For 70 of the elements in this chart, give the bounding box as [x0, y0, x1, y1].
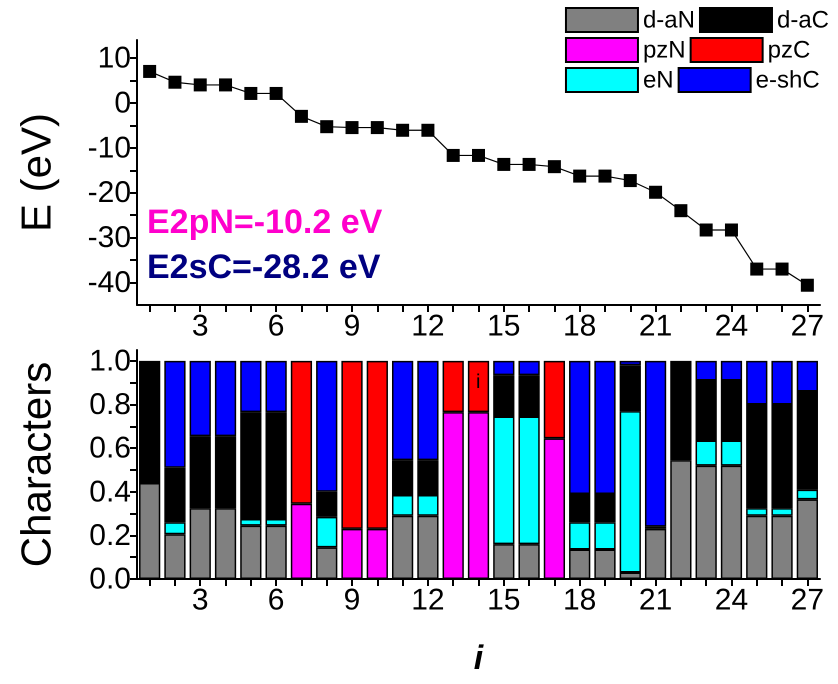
- point: [776, 262, 789, 276]
- point: [573, 170, 586, 183]
- y-tick-label: -10: [88, 131, 131, 164]
- legend-label: eN: [642, 66, 674, 94]
- x-tick-label: 18: [563, 584, 596, 616]
- point: [598, 170, 612, 183]
- x-axis-title: i: [474, 639, 485, 677]
- y-tick-label: -40: [88, 266, 131, 300]
- point: [194, 78, 207, 92]
- x-tick-label: 12: [411, 584, 445, 616]
- point: [270, 86, 283, 100]
- legend-label: pzC: [768, 36, 810, 64]
- x-tick-label: 6: [268, 310, 284, 342]
- y-tick-label: 1.0: [89, 344, 131, 378]
- y-tick-label: 0.0: [89, 562, 131, 596]
- point: [421, 124, 434, 137]
- y-tick-label: -20: [88, 176, 131, 210]
- y-tick-label: 0.2: [89, 518, 131, 552]
- point: [800, 278, 814, 292]
- point: [700, 223, 713, 236]
- point: [497, 158, 510, 171]
- y-tick-label: 10: [98, 41, 131, 74]
- point: [320, 120, 334, 134]
- x-tick-label: 9: [344, 310, 360, 342]
- x-tick-label: 21: [638, 310, 672, 342]
- legend-label: e-shC: [756, 66, 820, 94]
- annotation: E2sC=-28.2 eV: [147, 248, 381, 286]
- x-tick-label: 24: [714, 310, 748, 342]
- legend-label: d-aN: [642, 6, 695, 34]
- x-tick-label: 3: [192, 310, 209, 342]
- y-tick-label: 0: [114, 86, 131, 120]
- point: [294, 110, 308, 123]
- annotation: E2pN=-10.2 eV: [147, 203, 383, 241]
- point: [244, 86, 258, 100]
- point: [446, 148, 460, 162]
- x-tick-label: 3: [192, 584, 209, 616]
- y-tick-label: 0.6: [89, 432, 131, 465]
- x-tick-label: 27: [790, 310, 824, 342]
- point: [396, 124, 410, 137]
- x-tick-label: 24: [714, 584, 748, 616]
- x-tick-label: 21: [638, 584, 672, 616]
- y-axis-title: E (eV): [12, 112, 60, 232]
- point: [724, 223, 738, 236]
- x-tick-label: 6: [268, 584, 284, 616]
- point: [346, 121, 359, 134]
- x-tick-label: 12: [411, 310, 445, 342]
- point: [649, 186, 662, 199]
- y-axis-title: Characters: [12, 362, 60, 568]
- point: [750, 262, 764, 276]
- y-tick-label: 0.4: [89, 475, 131, 508]
- point: [624, 174, 637, 188]
- point: [674, 204, 688, 218]
- x-tick-label: 27: [790, 584, 824, 616]
- bar: [644, 360, 666, 527]
- point: [548, 160, 561, 174]
- y-tick-label: 0.8: [89, 388, 131, 422]
- point: [143, 64, 156, 78]
- annotation: i: [476, 371, 480, 393]
- point: [219, 78, 232, 92]
- y-tick-label: -30: [88, 221, 131, 254]
- legend-label: d-aC: [776, 6, 830, 34]
- point: [168, 76, 182, 89]
- x-tick-label: 18: [563, 310, 596, 342]
- point: [472, 148, 485, 162]
- point: [522, 158, 536, 171]
- legend-label: pzN: [642, 36, 686, 64]
- point: [370, 121, 384, 134]
- x-tick-label: 15: [487, 310, 520, 342]
- x-tick-label: 9: [344, 584, 360, 616]
- x-tick-label: 15: [487, 584, 520, 616]
